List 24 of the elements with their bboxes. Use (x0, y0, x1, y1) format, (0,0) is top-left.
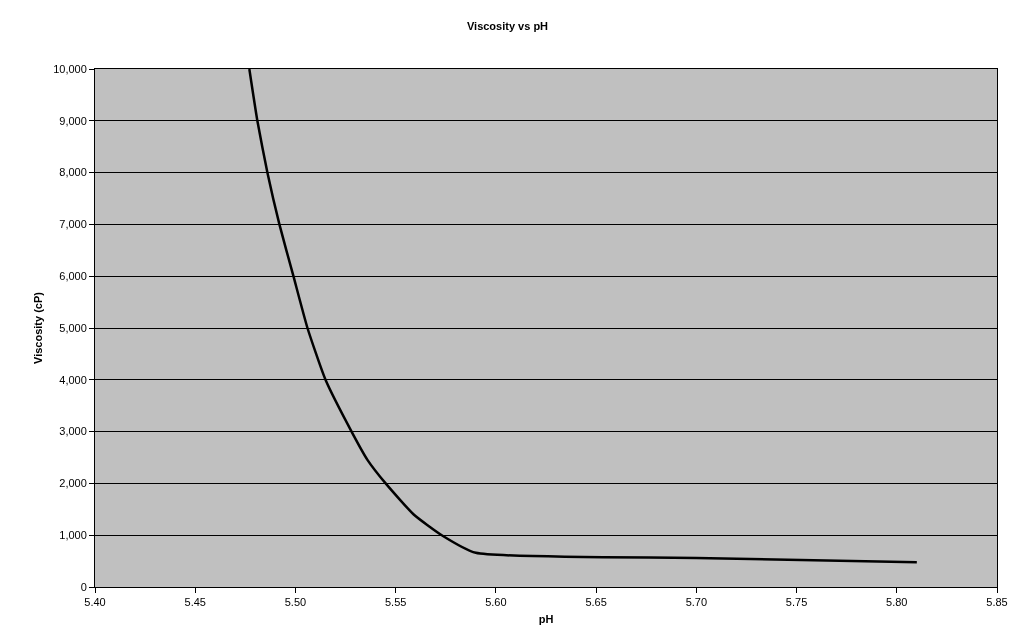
y-tick-label: 1,000 (59, 529, 87, 542)
x-tick-label: 5.55 (384, 596, 407, 609)
x-tick-label: 5.75 (785, 596, 808, 609)
x-tick-label: 5.40 (84, 596, 106, 609)
x-tick-label: 5.80 (886, 596, 908, 609)
y-tick-label: 8,000 (59, 166, 87, 179)
y-tick-label: 7,000 (59, 218, 87, 231)
y-tick-label: 0 (80, 580, 87, 593)
y-tick-label: 2,000 (59, 477, 87, 490)
x-tick-label: 5.60 (485, 596, 507, 609)
x-tick-label: 5.45 (184, 596, 206, 609)
y-tick-label: 9,000 (59, 114, 87, 127)
x-axis-title: pH (538, 613, 554, 626)
chart-title: Viscosity vs pH (466, 20, 549, 33)
y-tick-label: 4,000 (59, 373, 87, 386)
x-tick-label: 5.65 (585, 596, 607, 609)
x-tick-label: 5.50 (284, 596, 307, 609)
y-tick-label: 6,000 (59, 270, 87, 283)
x-tick-label: 5.85 (986, 596, 1008, 609)
x-tick-label: 5.70 (685, 596, 708, 609)
y-tick-label: 10,000 (53, 62, 87, 75)
y-axis-title: Viscosity (cP) (31, 291, 44, 364)
y-tick-label: 5,000 (59, 321, 87, 334)
y-tick-label: 3,000 (59, 425, 87, 438)
